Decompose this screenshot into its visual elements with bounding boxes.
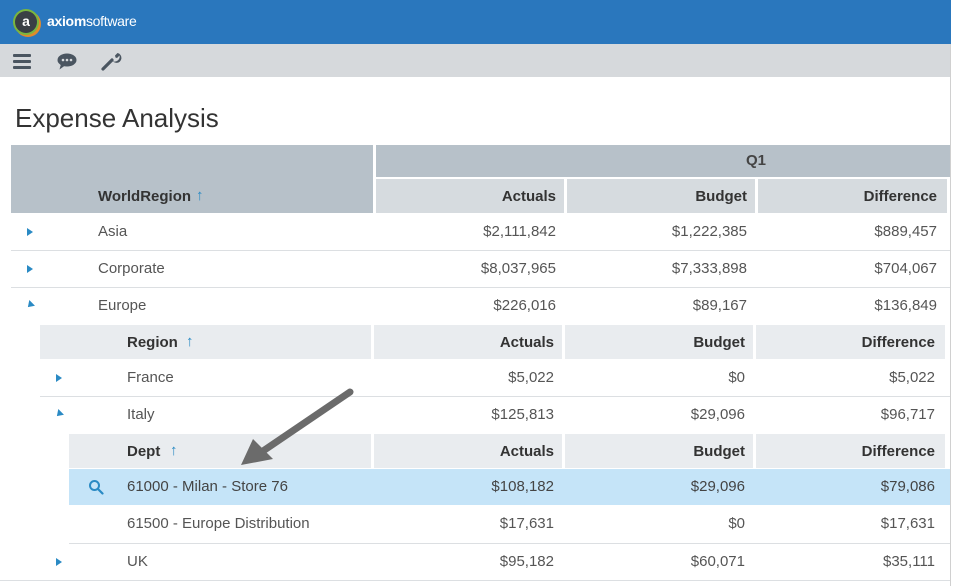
row-label-europe-distribution: 61500 - Europe Distribution <box>127 515 310 532</box>
row-label-europe: Europe <box>98 297 147 314</box>
expand-corporate-icon[interactable] <box>27 265 33 273</box>
dept-col-budget-label: Budget <box>693 443 745 460</box>
milan-actuals: $108,182 <box>491 478 554 495</box>
menu-icon[interactable] <box>11 50 33 72</box>
row-label-milan: 61000 - Milan - Store 76 <box>127 478 288 495</box>
group-header-q1: Q1 <box>745 152 766 169</box>
row-label-italy: Italy <box>127 406 155 423</box>
row-divider <box>69 543 950 544</box>
collapse-italy-icon[interactable] <box>54 409 64 419</box>
page-title: Expense Analysis <box>15 103 219 133</box>
sort-asc-icon[interactable]: ↑ <box>170 442 178 459</box>
distribution-actuals: $17,631 <box>499 515 554 532</box>
col-header-actuals[interactable] <box>376 179 564 213</box>
page-border <box>950 44 951 586</box>
asia-difference: $889,457 <box>874 223 937 240</box>
corporate-difference: $704,067 <box>874 260 937 277</box>
italy-difference: $96,717 <box>880 406 935 423</box>
expand-france-icon[interactable] <box>56 374 62 382</box>
region-header-cell[interactable] <box>40 325 371 359</box>
col-header-actuals-label: Actuals <box>501 188 556 205</box>
app-logo-text: axiomsoftware <box>47 13 137 29</box>
chat-icon[interactable] <box>56 50 78 72</box>
toolbar <box>0 44 951 77</box>
row-label-uk: UK <box>127 553 148 570</box>
dept-col-difference[interactable] <box>756 434 945 468</box>
europe-budget: $89,167 <box>692 297 747 314</box>
milan-budget: $29,096 <box>690 478 745 495</box>
region-col-difference[interactable] <box>756 325 945 359</box>
france-budget: $0 <box>728 369 745 386</box>
row-divider <box>11 287 950 288</box>
col-header-difference-label: Difference <box>863 188 937 205</box>
dept-header-cell[interactable] <box>69 434 371 468</box>
dept-col-actuals[interactable] <box>374 434 562 468</box>
france-actuals: $5,022 <box>508 369 554 386</box>
expand-uk-icon[interactable] <box>56 558 62 566</box>
region-col-actuals-label: Actuals <box>499 334 554 351</box>
region-header-label[interactable]: Region <box>127 334 178 351</box>
logo-icon: a <box>15 11 37 33</box>
collapse-europe-icon[interactable] <box>25 300 35 310</box>
milan-difference: $79,086 <box>880 478 935 495</box>
sort-asc-icon[interactable]: ↑ <box>196 187 204 204</box>
worldregion-header-label[interactable]: WorldRegion <box>98 188 192 205</box>
dept-header-label[interactable]: Dept <box>127 443 161 460</box>
col-header-budget[interactable] <box>567 179 755 213</box>
row-label-corporate: Corporate <box>98 260 165 277</box>
europe-actuals: $226,016 <box>493 297 556 314</box>
dept-col-budget[interactable] <box>565 434 753 468</box>
row-divider <box>11 250 950 251</box>
uk-difference: $35,111 <box>883 553 935 570</box>
expand-asia-icon[interactable] <box>27 228 33 236</box>
region-col-budget[interactable] <box>565 325 753 359</box>
group-header-cell <box>376 145 950 177</box>
sort-asc-icon[interactable]: ↑ <box>186 333 194 350</box>
france-difference: $5,022 <box>889 369 935 386</box>
italy-budget: $29,096 <box>690 406 745 423</box>
distribution-difference: $17,631 <box>880 515 935 532</box>
annotation-arrow-icon <box>241 388 354 465</box>
col-header-budget-label: Budget <box>695 188 747 205</box>
italy-actuals: $125,813 <box>491 406 554 423</box>
col-header-difference[interactable] <box>758 179 947 213</box>
uk-actuals: $95,182 <box>499 553 554 570</box>
row-divider <box>40 396 950 397</box>
search-icon[interactable] <box>88 479 104 495</box>
europe-difference: $136,849 <box>874 297 937 314</box>
region-col-budget-label: Budget <box>693 334 745 351</box>
row-label-france: France <box>127 369 174 386</box>
wrench-icon[interactable] <box>100 50 122 72</box>
asia-actuals: $2,111,842 <box>483 223 556 240</box>
row-label-asia: Asia <box>98 223 128 240</box>
selected-row-milan[interactable] <box>69 469 950 505</box>
dept-col-difference-label: Difference <box>861 443 935 460</box>
dept-col-actuals-label: Actuals <box>499 443 554 460</box>
corporate-actuals: $8,037,965 <box>480 260 556 277</box>
region-col-actuals[interactable] <box>374 325 562 359</box>
worldregion-header-cell[interactable] <box>11 145 373 213</box>
distribution-budget: $0 <box>728 515 745 532</box>
row-divider <box>0 580 950 581</box>
uk-budget: $60,071 <box>690 553 745 570</box>
asia-budget: $1,222,385 <box>671 223 747 240</box>
region-col-difference-label: Difference <box>861 334 935 351</box>
app-header: a axiomsoftware <box>0 0 951 44</box>
corporate-budget: $7,333,898 <box>671 260 747 277</box>
